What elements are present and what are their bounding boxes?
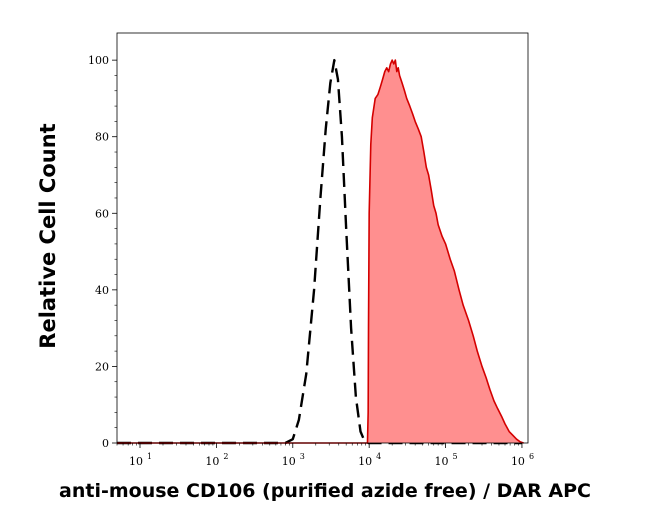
x-tick-label-exponent: 6 (529, 452, 534, 461)
y-tick-label: 0 (102, 437, 109, 450)
series-2-line (117, 59, 524, 444)
series-1-line (117, 58, 522, 445)
plot-area: 0 20 40 60 80 100 10 1 10 2 10 3 10 4 10 5 10 6 (88, 32, 534, 468)
x-tick-label-base: 10 (282, 455, 296, 468)
y-axis-label: Relative Cell Count (36, 123, 60, 348)
y-tick-label: 100 (88, 54, 109, 67)
x-tick-label-exponent: 5 (453, 452, 458, 461)
x-tick-label-exponent: 2 (223, 452, 228, 461)
y-tick-label: 80 (95, 131, 109, 144)
y-tick-label: 60 (95, 207, 109, 220)
x-tick-label-base: 10 (205, 455, 219, 468)
x-tick-label-base: 10 (511, 455, 525, 468)
plot-frame (116, 32, 529, 444)
x-axis-label: anti-mouse CD106 (purified azide free) /… (59, 480, 591, 502)
x-tick-label-exponent: 4 (376, 452, 381, 461)
x-tick-label-exponent: 1 (147, 452, 152, 461)
x-tick-label-exponent: 3 (300, 452, 305, 461)
series-2-fill (117, 60, 524, 443)
y-tick-label: 20 (95, 360, 109, 373)
x-tick-label-base: 10 (129, 455, 143, 468)
x-tick-label-base: 10 (435, 455, 449, 468)
x-tick-label-base: 10 (358, 455, 372, 468)
y-tick-label: 40 (95, 284, 109, 297)
